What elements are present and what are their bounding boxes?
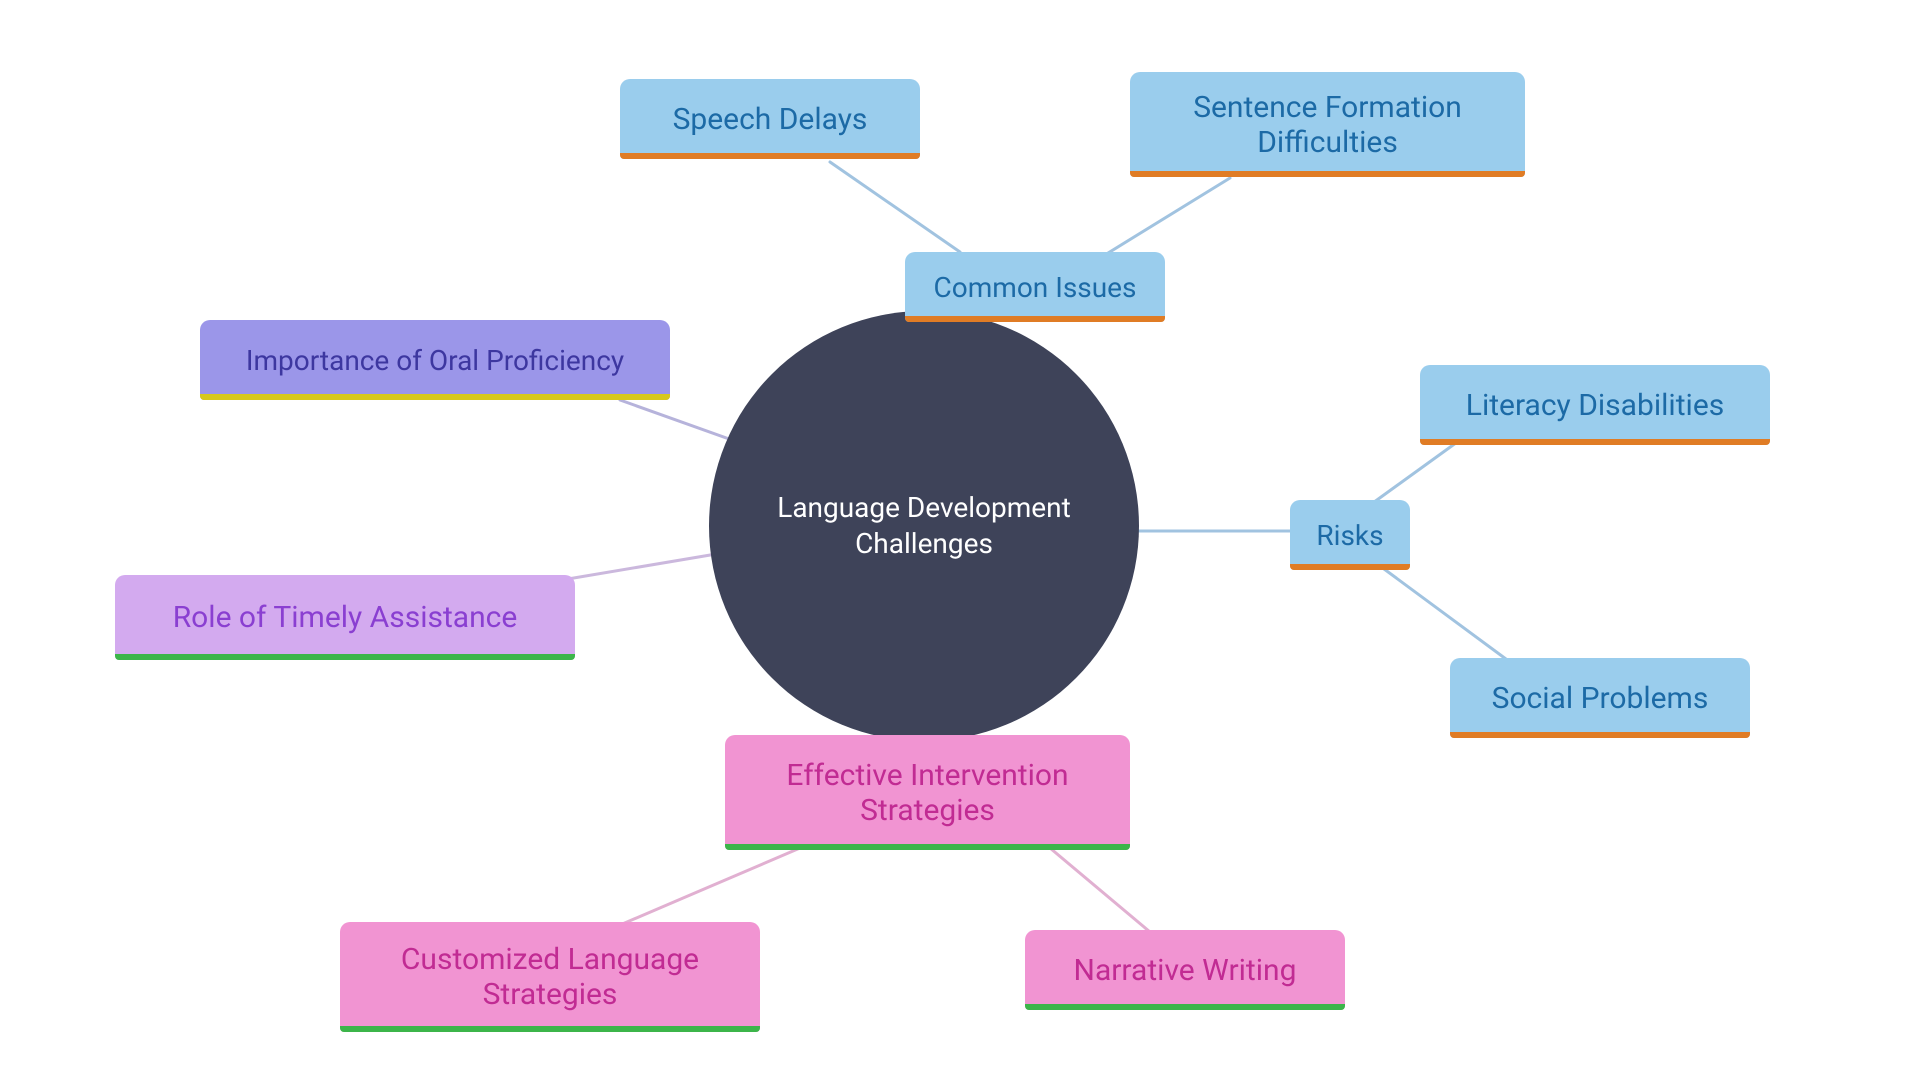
node-label: Social Problems bbox=[1492, 681, 1709, 716]
node-sentence_formation: Sentence Formation Difficulties bbox=[1130, 72, 1525, 177]
node-custom: Customized Language Strategies bbox=[340, 922, 760, 1032]
node-underline bbox=[1420, 439, 1770, 445]
node-label: Effective Intervention Strategies bbox=[749, 758, 1106, 828]
node-underline bbox=[200, 394, 670, 400]
node-timely: Role of Timely Assistance bbox=[115, 575, 575, 660]
node-underline bbox=[905, 316, 1165, 322]
node-underline bbox=[1025, 1004, 1345, 1010]
node-underline bbox=[340, 1026, 760, 1032]
node-underline bbox=[115, 654, 575, 660]
center-label: Language Development Challenges bbox=[729, 490, 1119, 563]
center-node: Language Development Challenges bbox=[709, 311, 1139, 741]
node-label: Speech Delays bbox=[673, 102, 868, 137]
node-underline bbox=[725, 844, 1130, 850]
node-underline bbox=[620, 153, 920, 159]
node-label: Common Issues bbox=[934, 271, 1137, 304]
node-label: Role of Timely Assistance bbox=[173, 600, 518, 635]
node-label: Narrative Writing bbox=[1074, 953, 1297, 988]
node-underline bbox=[1130, 171, 1525, 177]
node-oral: Importance of Oral Proficiency bbox=[200, 320, 670, 400]
node-social: Social Problems bbox=[1450, 658, 1750, 738]
node-label: Sentence Formation Difficulties bbox=[1154, 90, 1501, 160]
node-risks: Risks bbox=[1290, 500, 1410, 570]
node-label: Risks bbox=[1316, 519, 1383, 552]
mindmap-canvas: Language Development Challenges Common I… bbox=[0, 0, 1920, 1080]
node-speech_delays: Speech Delays bbox=[620, 79, 920, 159]
node-label: Customized Language Strategies bbox=[364, 942, 736, 1012]
node-common_issues: Common Issues bbox=[905, 252, 1165, 322]
node-underline bbox=[1450, 732, 1750, 738]
node-strategies: Effective Intervention Strategies bbox=[725, 735, 1130, 850]
node-label: Literacy Disabilities bbox=[1466, 388, 1724, 423]
node-underline bbox=[1290, 564, 1410, 570]
node-label: Importance of Oral Proficiency bbox=[246, 344, 624, 377]
node-literacy: Literacy Disabilities bbox=[1420, 365, 1770, 445]
node-narrative: Narrative Writing bbox=[1025, 930, 1345, 1010]
